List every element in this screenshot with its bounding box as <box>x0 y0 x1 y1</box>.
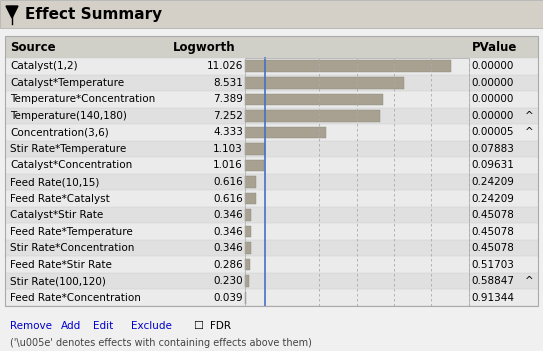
Text: 0.346: 0.346 <box>213 210 243 220</box>
Bar <box>245 77 404 88</box>
Text: Feed Rate*Temperature: Feed Rate*Temperature <box>10 227 132 237</box>
Bar <box>245 127 326 138</box>
Text: 0.09631: 0.09631 <box>472 160 515 171</box>
Text: ^: ^ <box>525 276 533 286</box>
Bar <box>245 226 251 237</box>
Text: Catalyst*Concentration: Catalyst*Concentration <box>10 160 132 171</box>
Text: Concentration(3,6): Concentration(3,6) <box>10 127 109 137</box>
Text: Exclude: Exclude <box>130 321 172 331</box>
Text: 0.346: 0.346 <box>213 243 243 253</box>
Text: 0.616: 0.616 <box>213 177 243 187</box>
Text: Logworth: Logworth <box>173 40 236 53</box>
Text: Feed Rate(10,15): Feed Rate(10,15) <box>10 177 99 187</box>
Text: Catalyst*Stir Rate: Catalyst*Stir Rate <box>10 210 103 220</box>
Text: Stir Rate*Concentration: Stir Rate*Concentration <box>10 243 134 253</box>
Bar <box>5 174 538 190</box>
Text: ^: ^ <box>525 111 533 121</box>
Bar <box>5 141 538 157</box>
Text: 0.24209: 0.24209 <box>472 193 515 204</box>
Polygon shape <box>6 6 18 18</box>
Text: 4.333: 4.333 <box>213 127 243 137</box>
Bar <box>245 176 256 188</box>
Text: 0.286: 0.286 <box>213 260 243 270</box>
Text: 0.00000: 0.00000 <box>472 94 514 104</box>
Bar <box>5 290 538 306</box>
Bar <box>5 36 538 306</box>
Bar <box>5 273 538 290</box>
Text: 0.039: 0.039 <box>213 293 243 303</box>
Text: Source: Source <box>10 40 55 53</box>
Text: 0.07883: 0.07883 <box>472 144 515 154</box>
Text: Temperature(140,180): Temperature(140,180) <box>10 111 127 121</box>
Text: 0.91344: 0.91344 <box>472 293 515 303</box>
Bar <box>5 108 538 124</box>
Text: 1.016: 1.016 <box>213 160 243 171</box>
Text: 7.252: 7.252 <box>213 111 243 121</box>
Text: Feed Rate*Concentration: Feed Rate*Concentration <box>10 293 141 303</box>
Bar <box>5 124 538 141</box>
Text: 0.00000: 0.00000 <box>472 111 514 121</box>
Bar <box>5 256 538 273</box>
Text: 0.616: 0.616 <box>213 193 243 204</box>
Bar <box>5 58 538 74</box>
Text: 0.45078: 0.45078 <box>472 243 515 253</box>
Text: 8.531: 8.531 <box>213 78 243 88</box>
Bar <box>245 60 451 72</box>
Text: 0.24209: 0.24209 <box>472 177 515 187</box>
Bar <box>0 0 543 28</box>
Text: PValue: PValue <box>472 40 517 53</box>
Bar <box>245 94 383 105</box>
Bar <box>245 110 380 122</box>
Text: ^: ^ <box>525 127 533 137</box>
Bar <box>245 193 256 204</box>
Bar <box>5 91 538 108</box>
Bar <box>245 160 264 171</box>
Text: FDR: FDR <box>210 321 231 331</box>
Text: Feed Rate*Stir Rate: Feed Rate*Stir Rate <box>10 260 112 270</box>
Text: 7.389: 7.389 <box>213 94 243 104</box>
Text: Edit: Edit <box>92 321 113 331</box>
Bar <box>5 36 538 58</box>
Text: ('\u005e' denotes effects with containing effects above them): ('\u005e' denotes effects with containin… <box>10 338 312 348</box>
Text: 1.103: 1.103 <box>213 144 243 154</box>
Text: Effect Summary: Effect Summary <box>25 7 162 22</box>
Text: Remove: Remove <box>10 321 52 331</box>
Text: Temperature*Concentration: Temperature*Concentration <box>10 94 155 104</box>
Bar <box>245 143 266 155</box>
Bar <box>245 259 250 271</box>
Text: 11.026: 11.026 <box>206 61 243 71</box>
Text: 0.346: 0.346 <box>213 227 243 237</box>
Bar <box>5 240 538 256</box>
Text: Feed Rate*Catalyst: Feed Rate*Catalyst <box>10 193 110 204</box>
Text: 0.00000: 0.00000 <box>472 78 514 88</box>
Text: ☐: ☐ <box>193 321 203 331</box>
Bar <box>245 58 469 306</box>
Bar <box>5 223 538 240</box>
Text: Catalyst*Temperature: Catalyst*Temperature <box>10 78 124 88</box>
Text: 0.00005: 0.00005 <box>472 127 514 137</box>
Text: Stir Rate*Temperature: Stir Rate*Temperature <box>10 144 127 154</box>
Bar <box>245 276 249 287</box>
Text: 0.00000: 0.00000 <box>472 61 514 71</box>
Text: 0.45078: 0.45078 <box>472 227 515 237</box>
Text: 0.51703: 0.51703 <box>472 260 515 270</box>
Bar <box>5 190 538 207</box>
Text: Add: Add <box>61 321 81 331</box>
Text: Catalyst(1,2): Catalyst(1,2) <box>10 61 78 71</box>
Text: 0.58847: 0.58847 <box>472 276 515 286</box>
Bar <box>5 74 538 91</box>
Bar <box>245 242 251 254</box>
Bar <box>245 209 251 221</box>
Bar <box>5 207 538 223</box>
Bar <box>5 157 538 174</box>
Bar <box>5 36 538 306</box>
Text: 0.230: 0.230 <box>213 276 243 286</box>
Text: 0.45078: 0.45078 <box>472 210 515 220</box>
Text: Stir Rate(100,120): Stir Rate(100,120) <box>10 276 106 286</box>
